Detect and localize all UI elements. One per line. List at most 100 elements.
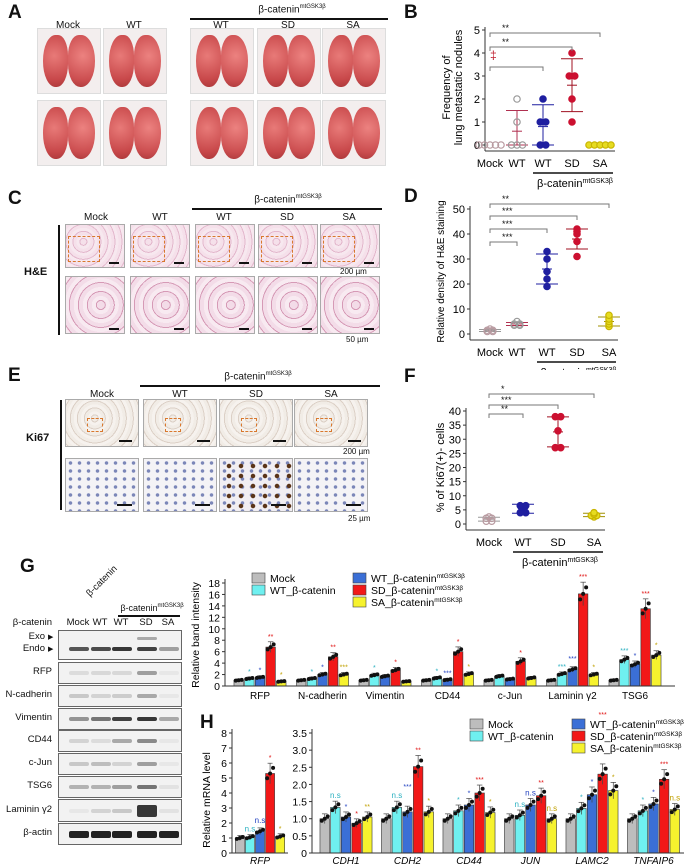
bar xyxy=(648,803,659,854)
protein-band xyxy=(69,785,89,789)
replicate-point xyxy=(250,676,255,681)
replicate-point xyxy=(608,792,613,797)
protein-band xyxy=(137,671,157,675)
replicate-point xyxy=(559,671,564,676)
replicate-point xyxy=(590,792,594,797)
replicate-point xyxy=(514,815,519,820)
protein-band xyxy=(112,808,132,813)
category-label: N-cadherin xyxy=(298,691,347,702)
replicate-point xyxy=(576,809,581,814)
data-point xyxy=(541,118,550,126)
bar xyxy=(619,659,630,687)
replicate-point xyxy=(591,672,596,677)
category-label: c-Jun xyxy=(498,691,522,702)
significance-label: * xyxy=(655,643,658,650)
replicate-point xyxy=(365,815,370,819)
protein-band xyxy=(91,717,111,721)
replicate-point xyxy=(397,802,402,807)
replicate-point xyxy=(588,673,593,678)
bar xyxy=(265,773,275,854)
replicate-point xyxy=(317,673,322,678)
lung-photo xyxy=(322,100,386,166)
replicate-point xyxy=(429,806,434,811)
replicate-point xyxy=(594,671,599,676)
scale-bar xyxy=(174,262,184,264)
replicate-point xyxy=(255,675,259,680)
significance-label: n.s xyxy=(669,793,680,802)
x-tick-label: WT xyxy=(508,158,525,170)
replicate-point xyxy=(244,677,249,682)
legend-swatch xyxy=(571,730,586,742)
replicate-point xyxy=(255,830,259,835)
significance-label: *** xyxy=(502,232,513,242)
data-point xyxy=(573,225,581,233)
replicate-point xyxy=(448,677,453,682)
y-tick-label: 25 xyxy=(449,448,461,460)
replicate-point xyxy=(239,677,244,682)
legend-text: WT_β-catenin xyxy=(488,731,554,743)
replicate-point xyxy=(459,805,464,810)
protein-band xyxy=(159,762,179,766)
replicate-point xyxy=(573,666,578,671)
zoom-box xyxy=(198,236,230,262)
replicate-point xyxy=(515,660,520,665)
legend-sup: mtGSK3β xyxy=(434,597,463,604)
replicate-point xyxy=(651,654,656,659)
significance-bracket xyxy=(488,393,595,398)
protein-band xyxy=(112,647,132,651)
protein-band xyxy=(69,808,89,813)
group-line xyxy=(192,208,382,210)
x-tick-label: WT xyxy=(508,347,525,359)
significance-bracket xyxy=(489,203,610,208)
replicate-point xyxy=(330,808,335,813)
group-line xyxy=(140,385,380,387)
replicate-point xyxy=(643,805,648,810)
legend-swatch xyxy=(352,572,367,584)
lane-label: WT xyxy=(92,617,108,628)
replicate-point xyxy=(582,803,587,808)
replicate-point xyxy=(603,766,608,771)
data-point xyxy=(556,443,565,452)
replicate-point xyxy=(362,817,367,822)
replicate-point xyxy=(625,655,630,660)
chart-g: MockWT_β-cateninWT_β-cateninmtGSK3βSD_β-… xyxy=(190,572,675,702)
y-tick-label: 10 xyxy=(449,491,461,503)
significance-label: *** xyxy=(502,219,513,229)
replicate-point xyxy=(453,651,458,656)
replicate-point xyxy=(665,772,670,777)
category-label: RFP xyxy=(250,856,270,866)
significance-label: n.s xyxy=(515,800,526,809)
he-image-low-mag xyxy=(130,224,190,268)
legend-swatch xyxy=(352,584,367,596)
y-tick-label: 4 xyxy=(214,658,220,670)
category-label: CD44 xyxy=(435,691,461,702)
category-label: CDH2 xyxy=(394,856,422,866)
scale-label-top: 200 µm xyxy=(343,447,370,456)
chart-b: 0 1 2 3 4 5 Frequency of lung metastatic nodule… xyxy=(441,23,615,190)
he-image-high-mag xyxy=(258,276,318,334)
significance-label: * xyxy=(591,779,594,786)
data-point xyxy=(556,412,565,421)
category-label: TNFAIP6 xyxy=(633,856,674,866)
protein-band xyxy=(137,785,157,789)
bar xyxy=(536,795,547,854)
replicate-point xyxy=(568,816,573,821)
col-label: WT xyxy=(213,20,229,31)
significance-label: ** xyxy=(330,645,336,652)
significance-label: n.s xyxy=(245,825,256,834)
replicate-point xyxy=(630,816,635,821)
scale-bar xyxy=(271,504,286,506)
replicate-point xyxy=(525,805,530,810)
replicate-point xyxy=(640,611,645,616)
replicate-point xyxy=(637,811,642,816)
y-tick-label: 8 xyxy=(214,635,220,647)
significance-label: * xyxy=(612,774,615,781)
significance-label: *** xyxy=(660,762,668,769)
significance-label: ** xyxy=(365,804,371,811)
group-label-base: β-catenin xyxy=(541,367,586,370)
lung-photo xyxy=(37,100,101,166)
legend-label: SD_β-cateninmtGSK3β xyxy=(371,585,463,597)
replicate-point xyxy=(571,814,576,819)
scale-bar xyxy=(117,504,132,506)
x-tick-label: SD xyxy=(569,347,584,359)
